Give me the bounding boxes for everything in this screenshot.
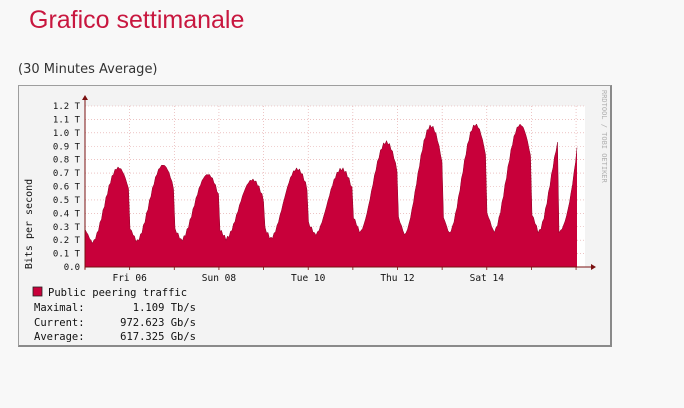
stat-max-label: Maximal: bbox=[34, 302, 85, 314]
y-tick-label: 1.0 T bbox=[53, 129, 81, 139]
y-tick-label: 0.7 T bbox=[53, 169, 81, 179]
x-axis-arrow bbox=[591, 264, 596, 270]
stat-average-value: 617.325 Gb/s bbox=[120, 331, 196, 343]
page-title: Grafico settimanale bbox=[29, 6, 245, 34]
x-tick-label: Sat 14 bbox=[470, 273, 505, 284]
y-tick-label: 0.6 T bbox=[53, 183, 81, 193]
y-tick-label: 0.9 T bbox=[53, 142, 81, 152]
rrd-graph: 0.0 0.1 T 0.2 T 0.3 T 0.4 T 0.5 T 0.6 T 0.7 T 0.… bbox=[18, 85, 612, 347]
y-tick-labels: 0.0 0.1 T 0.2 T 0.3 T 0.4 T 0.5 T 0.6 T 0.7 T 0.… bbox=[53, 102, 81, 273]
y-tick-label: 0.4 T bbox=[53, 209, 81, 219]
axes bbox=[82, 95, 596, 270]
y-tick-label: 0.3 T bbox=[53, 223, 81, 233]
y-tick-label: 1.1 T bbox=[53, 115, 81, 125]
traffic-chart: 0.0 0.1 T 0.2 T 0.3 T 0.4 T 0.5 T 0.6 T 0.7 T 0.… bbox=[24, 90, 608, 343]
x-tick-label: Tue 10 bbox=[291, 273, 326, 284]
y-tick-label: 0.0 bbox=[64, 263, 80, 273]
traffic-area bbox=[85, 123, 577, 267]
traffic-area-edge bbox=[84, 123, 578, 245]
y-tick-label: 0.1 T bbox=[53, 250, 81, 260]
y-axis-label: Bits per second bbox=[24, 179, 35, 269]
x-tick-label: Fri 06 bbox=[112, 273, 147, 284]
x-tick-labels: Fri 06 Sun 08 Tue 10 Thu 12 Sat 14 bbox=[112, 273, 504, 284]
stat-current-label: Current: bbox=[34, 317, 85, 329]
x-tick-label: Thu 12 bbox=[380, 273, 414, 284]
y-tick-label: 0.8 T bbox=[53, 156, 81, 166]
legend-swatch bbox=[32, 286, 43, 297]
legend: Public peering traffic Maximal: 1.109 Tb… bbox=[32, 286, 196, 343]
y-tick-label: 0.5 T bbox=[53, 196, 81, 206]
y-tick-label: 1.2 T bbox=[53, 102, 81, 112]
y-axis-arrow bbox=[82, 95, 88, 100]
x-tick-label: Sun 08 bbox=[202, 273, 237, 284]
legend-label: Public peering traffic bbox=[48, 287, 187, 299]
rrdtool-watermark: RRDTOOL / TOBI OETIKER bbox=[600, 90, 608, 184]
stat-current-value: 972.623 Gb/s bbox=[120, 317, 196, 329]
stat-average-label: Average: bbox=[34, 331, 85, 343]
graph-subtitle: (30 Minutes Average) bbox=[18, 62, 158, 77]
y-tick-label: 0.2 T bbox=[53, 236, 81, 246]
stat-max-value: 1.109 Tb/s bbox=[133, 302, 196, 314]
